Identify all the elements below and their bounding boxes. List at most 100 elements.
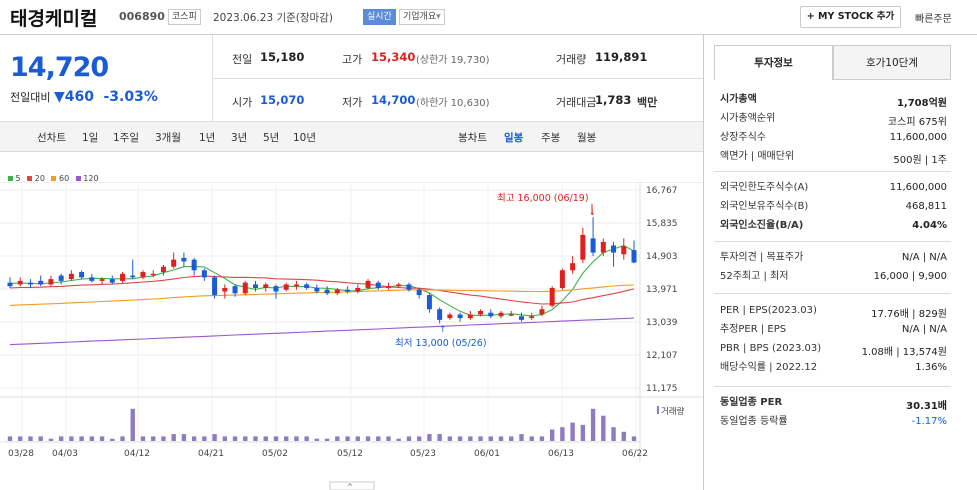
info-label: 상장주식수 <box>720 132 766 143</box>
quote-date-text: 2023.06.23 기준(장마감) <box>213 12 333 24</box>
volume-bars <box>7 408 637 441</box>
candle-body <box>416 289 422 296</box>
realtime-badge[interactable]: 실시간 <box>363 9 396 25</box>
candle-body <box>437 309 443 320</box>
tab-3year[interactable]: 3년 <box>231 132 248 144</box>
candle-body <box>334 289 340 294</box>
volume-bar <box>58 436 64 441</box>
info-label: 외국인소진율(B/A) <box>720 220 804 231</box>
candle-body <box>293 284 299 287</box>
volume-bar <box>376 436 381 441</box>
candle-body <box>600 241 606 253</box>
candle-body <box>181 257 187 262</box>
info-value: 11,600,000 <box>889 132 947 143</box>
volume-bar <box>478 436 483 441</box>
tab-1year[interactable]: 1년 <box>199 132 216 144</box>
volume-legend-label: 거래량 <box>661 406 685 417</box>
candle-body <box>48 279 54 285</box>
collapse-handle[interactable] <box>329 481 375 490</box>
tab-candle-chart[interactable]: 봉차트 <box>458 132 487 144</box>
info-label: 시가총액순위 <box>720 113 776 124</box>
open-value: 15,070 <box>260 93 305 107</box>
info-label: 투자의견 | 목표주가 <box>720 252 804 263</box>
x-tick-label: 04/21 <box>198 449 224 459</box>
lower-limit: (하한가 10,630) <box>416 98 490 109</box>
moving-averages <box>9 245 635 346</box>
high-annotation: 최고 16,000 (06/19) <box>497 193 589 204</box>
tab-line-chart[interactable]: 선차트 <box>37 132 66 144</box>
tab-weekly[interactable]: 주봉 <box>541 132 561 144</box>
volume-bar <box>79 436 84 441</box>
info-value: N/A | N/A <box>901 324 947 335</box>
volume-bar <box>140 436 146 441</box>
market-badge: 코스피 <box>168 9 201 25</box>
candle-body <box>7 282 13 287</box>
volume-bar <box>232 436 238 441</box>
volume-bar <box>386 436 391 441</box>
volume-bar <box>222 436 228 441</box>
amount-unit: 백만 <box>637 96 658 109</box>
low-value: 14,700 <box>371 93 416 107</box>
volume-bar <box>549 429 555 441</box>
volume-bar <box>324 438 330 441</box>
candle-body <box>447 314 453 319</box>
volume-bar <box>396 438 401 441</box>
volume-bar <box>110 438 115 441</box>
tab-daily[interactable]: 일봉 <box>504 132 524 144</box>
volume-bar <box>263 436 268 441</box>
volume-bar <box>416 436 422 441</box>
candle-body <box>222 287 228 292</box>
tab-orderbook[interactable]: 호가10단계 <box>833 45 951 80</box>
ma60-line <box>9 284 635 306</box>
candle-body <box>590 238 596 253</box>
volume-bar <box>28 436 33 441</box>
candle-body <box>518 316 524 320</box>
volume-bar <box>120 436 125 441</box>
legend-swatch-5 <box>8 176 13 181</box>
info-value: 468,811 <box>905 201 947 212</box>
fast-order-link[interactable]: 빠른주문 <box>915 14 952 25</box>
volume-legend-swatch <box>657 406 659 414</box>
amount-value: 1,783 <box>595 93 632 107</box>
candle-body <box>498 312 504 317</box>
volume-bar <box>18 436 23 441</box>
volume-bar <box>365 436 371 441</box>
candle-body <box>396 284 402 287</box>
volume-bar <box>529 436 534 441</box>
tab-10year[interactable]: 10년 <box>293 132 317 144</box>
volume-bar <box>611 427 616 441</box>
y-tick-label: 11,175 <box>646 384 678 394</box>
x-tick-labels: 03/28 04/03 04/12 04/21 05/02 05/12 05/23 06/01… <box>8 449 648 459</box>
tab-1day[interactable]: 1일 <box>82 132 99 144</box>
candle-body <box>508 314 514 316</box>
volume-bar <box>447 436 453 441</box>
tab-3month[interactable]: 3개월 <box>155 132 182 144</box>
tab-invest-info[interactable]: 투자정보 <box>714 45 833 80</box>
volume-bar <box>437 434 442 441</box>
candle-body <box>467 314 473 319</box>
legend-label-60: 60 <box>59 174 70 183</box>
candle-body <box>426 295 432 310</box>
tab-1week[interactable]: 1주일 <box>113 132 140 144</box>
overview-dropdown[interactable]: 기업개요▾ <box>399 9 445 25</box>
add-mystock-button[interactable]: + MY STOCK 추가 <box>800 6 901 28</box>
info-label: 추정PER | EPS <box>720 324 787 335</box>
tab-monthly[interactable]: 월봉 <box>577 132 597 144</box>
current-price: 14,720 <box>10 52 109 83</box>
candle-body <box>212 277 218 296</box>
candle-body <box>283 284 289 290</box>
volume-bar <box>181 434 187 441</box>
info-value: -1.17% <box>911 416 947 427</box>
x-tick-label: 06/01 <box>474 449 500 459</box>
info-value: 1.08배 | 13,574원 <box>861 347 947 358</box>
y-tick-label: 12,107 <box>646 351 678 361</box>
change-percent: -3.03% <box>103 89 158 105</box>
tab-5year[interactable]: 5년 <box>263 132 280 144</box>
candle-body <box>549 287 555 306</box>
price-chart[interactable]: 16,767 15,835 14,903 13,971 13,039 12,107 11,1… <box>0 182 703 490</box>
volume-bar <box>69 436 74 441</box>
legend-swatch-20 <box>27 176 33 181</box>
x-tick-label: 05/23 <box>410 449 436 459</box>
volume-bar <box>488 436 493 441</box>
y-tick-label: 13,971 <box>646 285 678 295</box>
